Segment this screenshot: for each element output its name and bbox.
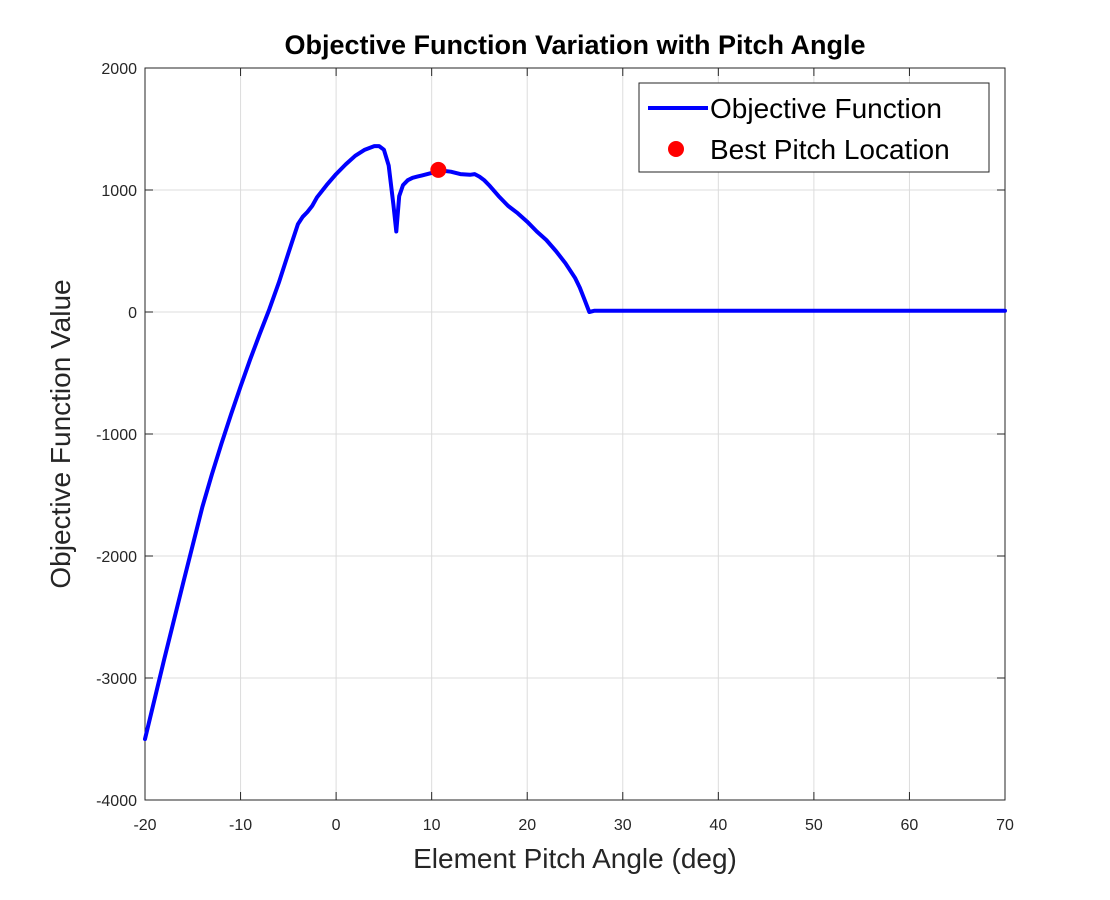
x-tick-label-1: -10	[229, 817, 252, 834]
x-tick-label-4: 20	[518, 817, 536, 834]
tick-labels: -20 -10 0 10 20 30 40 50 60 70 -4000 -3000 -2000 -100…	[96, 61, 1014, 834]
legend-label-objective: Objective Function	[710, 93, 942, 124]
x-tick-label-0: -20	[133, 817, 156, 834]
y-tick-label-4: 0	[128, 305, 137, 322]
series-layer	[143, 144, 1007, 741]
x-tick-label-8: 60	[901, 817, 919, 834]
x-tick-label-3: 10	[423, 817, 441, 834]
legend-marker-swatch	[668, 141, 684, 157]
y-tick-label-3: -1000	[96, 427, 137, 444]
x-tick-label-2: 0	[332, 817, 341, 834]
legend-box	[638, 82, 990, 173]
y-tick-label-5: 1000	[101, 183, 137, 200]
y-tick-label-2: -2000	[96, 549, 137, 566]
y-axis-label: Objective Function Value	[45, 279, 76, 588]
legend-label-best: Best Pitch Location	[710, 134, 950, 165]
x-tick-label-7: 50	[805, 817, 823, 834]
x-tick-label-6: 40	[709, 817, 727, 834]
y-tick-label-0: -4000	[96, 793, 137, 810]
y-tick-label-1: -3000	[96, 671, 137, 688]
x-axis-label: Element Pitch Angle (deg)	[413, 843, 737, 874]
chart-title: Objective Function Variation with Pitch …	[284, 30, 865, 60]
series-objective-function-line	[143, 144, 1007, 741]
axes	[144, 67, 1006, 801]
y-tick-label-6: 2000	[101, 61, 137, 78]
legend: Objective Function Best Pitch Location	[638, 82, 990, 173]
best-pitch-marker	[430, 161, 447, 178]
x-tick-label-5: 30	[614, 817, 632, 834]
x-tick-label-9: 70	[996, 817, 1014, 834]
